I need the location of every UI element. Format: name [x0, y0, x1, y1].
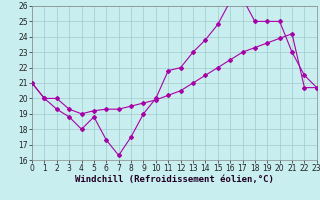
X-axis label: Windchill (Refroidissement éolien,°C): Windchill (Refroidissement éolien,°C): [75, 175, 274, 184]
